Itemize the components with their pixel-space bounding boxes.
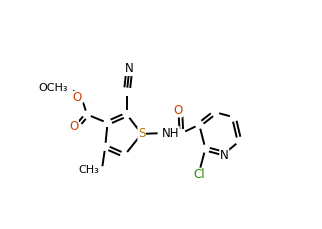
Text: CH₃: CH₃ xyxy=(78,165,99,175)
Text: N: N xyxy=(220,149,229,162)
Text: Cl: Cl xyxy=(194,168,205,181)
Text: O: O xyxy=(173,104,183,117)
Text: NH: NH xyxy=(162,127,179,140)
Text: O: O xyxy=(73,91,82,104)
Text: O: O xyxy=(69,120,78,133)
Text: OCH₃: OCH₃ xyxy=(38,83,68,93)
Text: N: N xyxy=(125,63,134,76)
Text: S: S xyxy=(138,127,145,140)
